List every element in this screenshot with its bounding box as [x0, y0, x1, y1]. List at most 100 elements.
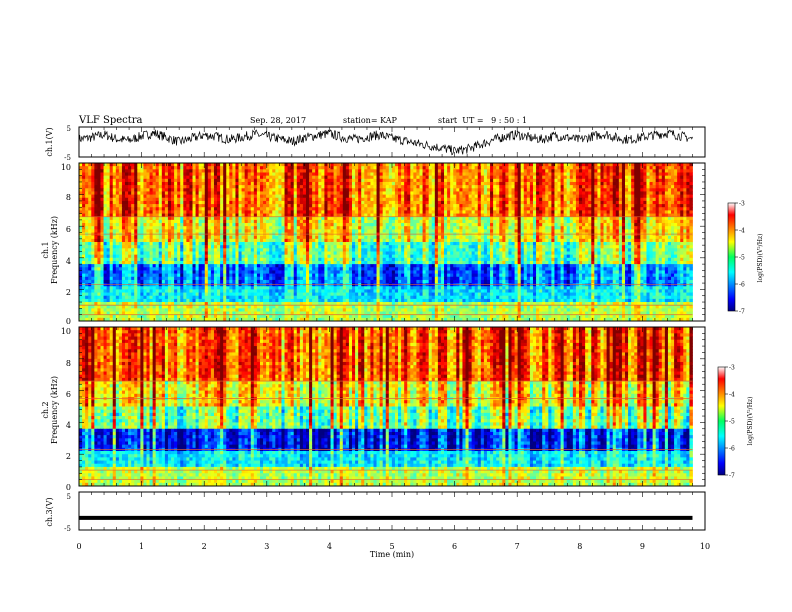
spectrogram-cell: [450, 178, 454, 183]
spectrogram-cell: [480, 219, 485, 224]
spectrogram-cell: [554, 194, 558, 199]
spectrogram-cell: [118, 172, 123, 177]
spectrogram-cell: [364, 200, 368, 205]
spectrogram-cell: [88, 213, 92, 218]
spectrogram-cell: [263, 207, 267, 211]
spectrogram-cell: [238, 238, 242, 243]
spectrogram-cell: [318, 188, 322, 192]
spectrogram-cell: [609, 191, 614, 195]
spectrogram-cell: [318, 219, 322, 224]
spectrogram-cell: [287, 175, 292, 180]
spectrogram-cell: [309, 178, 313, 183]
spectrogram-cell: [85, 166, 89, 170]
spectrogram-cell: [247, 213, 252, 218]
spectrogram-cell: [269, 172, 273, 177]
spectrogram-cell: [594, 197, 598, 202]
spectrogram-cell: [82, 226, 86, 230]
spectrogram-cell: [177, 181, 181, 186]
spectrogram-cell: [103, 226, 108, 230]
spectrogram-cell: [578, 197, 583, 202]
spectrogram-cell: [278, 169, 282, 173]
spectrogram-cell: [398, 223, 402, 227]
spectrogram-cell: [201, 200, 206, 205]
spectrogram-cell: [628, 197, 632, 202]
spectrogram-cell: [348, 175, 353, 180]
spectrogram-cell: [367, 178, 371, 183]
spectrogram-cell: [278, 178, 282, 183]
spectrogram-cell: [677, 223, 681, 227]
spectrogram-cell: [244, 197, 249, 202]
spectrogram-cell: [213, 166, 218, 170]
spectrogram-cell: [468, 219, 473, 224]
spectrogram-cell: [103, 216, 108, 221]
spectrogram-cell: [244, 188, 249, 192]
spectrogram-cell: [490, 191, 494, 195]
spectrogram-cell: [634, 188, 638, 192]
spectrogram-cell: [244, 169, 249, 173]
spectrogram-cell: [615, 178, 620, 183]
spectrogram-cell: [671, 219, 675, 224]
spectrogram-cell: [529, 163, 534, 167]
spectrogram-cell: [121, 163, 126, 167]
spectrogram-cell: [453, 213, 457, 218]
spectrogram-cell: [232, 207, 236, 211]
spectrogram-cell: [312, 194, 316, 199]
spectrogram-cell: [336, 191, 341, 195]
spectrogram-cell: [275, 223, 279, 227]
spectrogram-cell: [631, 229, 635, 233]
spectrogram-cell: [413, 185, 417, 189]
spectrogram-cell: [345, 223, 350, 227]
spectrogram-cell: [529, 229, 534, 233]
spectrogram-cell: [91, 172, 95, 177]
spectrogram-cell: [597, 210, 601, 214]
spectrogram-cell: [321, 207, 325, 211]
spectrogram-cell: [422, 185, 427, 189]
spectrogram-cell: [594, 200, 598, 205]
spectrogram-cell: [689, 188, 693, 192]
spectrogram-cell: [410, 219, 414, 224]
spectrogram-cell: [431, 235, 436, 240]
spectrogram-cell: [204, 200, 209, 205]
spectrogram-cell: [137, 213, 141, 218]
spectrogram-cell: [425, 200, 430, 205]
spectrogram-cell: [618, 223, 623, 227]
spectrogram-cell: [226, 166, 230, 170]
spectrogram-cell: [572, 200, 577, 205]
spectrogram-cell: [634, 235, 638, 240]
spectrogram-cell: [235, 216, 239, 221]
spectrogram-cell: [358, 223, 362, 227]
spectrogram-cell: [112, 219, 117, 224]
spectrogram-cell: [106, 172, 111, 177]
spectrogram-cell: [112, 175, 117, 180]
spectrogram-cell: [263, 175, 267, 180]
spectrogram-cell: [164, 229, 169, 233]
spectrogram-cell: [164, 210, 169, 214]
spectrogram-cell: [542, 204, 546, 208]
spectrogram-cell: [109, 213, 114, 218]
spectrogram-cell: [508, 216, 512, 221]
spectrogram-cell: [606, 216, 611, 221]
spectrogram-cell: [201, 226, 206, 230]
spectrogram-cell: [352, 226, 356, 230]
spectrogram-cell: [649, 226, 654, 230]
spectrogram-cell: [238, 223, 242, 227]
spectrogram-cell: [523, 191, 528, 195]
spectrogram-cell: [628, 166, 632, 170]
spectrogram-cell: [275, 178, 279, 183]
spectrogram-cell: [594, 191, 598, 195]
spectrogram-cell: [305, 229, 310, 233]
spectrogram-cell: [290, 181, 295, 186]
spectrogram-cell: [557, 207, 561, 211]
ch1-trace: [78, 129, 693, 156]
spectrogram-cell: [217, 188, 221, 192]
spectrogram-cell: [502, 185, 506, 189]
spectrogram-cell: [201, 169, 206, 173]
spectrogram-cell: [428, 172, 433, 177]
spectrogram-cell: [453, 210, 457, 214]
spectrogram-cell: [195, 238, 200, 243]
spectrogram-cell: [94, 191, 98, 195]
spectrogram-cell: [121, 229, 126, 233]
spectrogram-cell: [161, 163, 166, 167]
spectrogram-cell: [253, 229, 258, 233]
spectrogram-cell: [609, 175, 614, 180]
